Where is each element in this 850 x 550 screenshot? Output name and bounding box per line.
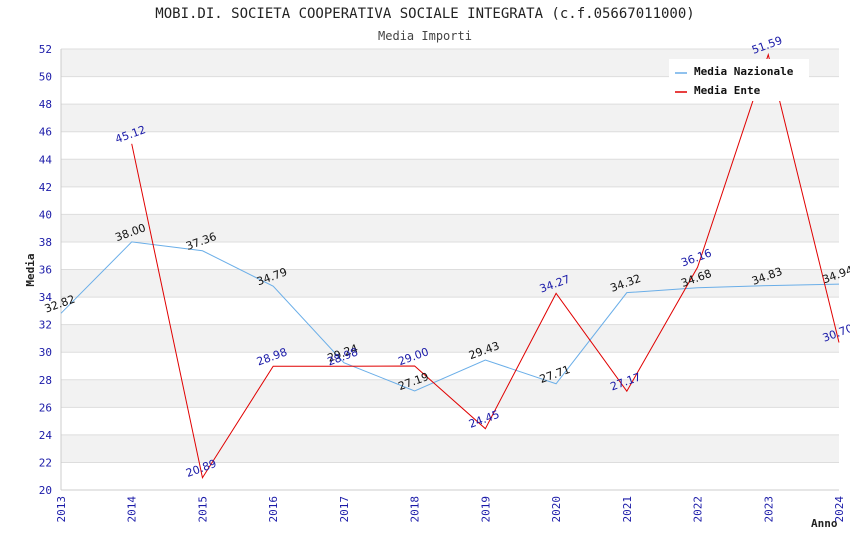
y-tick-label: 26: [39, 401, 52, 414]
chart-subtitle: Media Importi: [378, 29, 472, 43]
legend-box: [669, 59, 809, 101]
y-tick-label: 44: [39, 153, 53, 166]
x-tick-label: 2016: [267, 496, 280, 523]
y-tick-label: 28: [39, 374, 52, 387]
y-tick-label: 34: [39, 291, 53, 304]
y-tick-label: 50: [39, 71, 52, 84]
y-tick-label: 52: [39, 43, 52, 56]
legend-label-media-nazionale: Media Nazionale: [694, 65, 794, 78]
series-line-media-nazionale: [60, 241, 840, 392]
x-tick-label: 2019: [479, 496, 492, 523]
x-tick-label: 2022: [692, 496, 705, 523]
grid-band: [61, 104, 839, 132]
grid-lines: [60, 48, 839, 491]
y-tick-label: 42: [39, 181, 52, 194]
y-tick-label: 20: [39, 484, 52, 497]
grid-band: [61, 269, 839, 298]
grid-band: [61, 434, 839, 463]
x-axis-label: Anno: [811, 517, 838, 530]
x-tick-label: 2023: [762, 496, 775, 523]
y-tick-label: 48: [39, 98, 52, 111]
legend: Media Nazionale Media Ente: [669, 59, 809, 101]
x-tick-label: 2020: [550, 496, 563, 523]
y-tick-label: 46: [39, 126, 52, 139]
y-tick-label: 24: [39, 429, 53, 442]
y-tick-label: 22: [39, 456, 52, 469]
x-tick-label: 2024: [833, 496, 846, 523]
y-tick-label: 30: [39, 346, 52, 359]
chart-title: MOBI.DI. SOCIETA COOPERATIVA SOCIALE INT…: [155, 6, 694, 22]
x-tick-label: 2015: [196, 496, 209, 523]
grid-band: [61, 379, 839, 408]
series-line-media-ente: [131, 52, 840, 480]
y-tick-label: 38: [39, 236, 52, 249]
x-tick-label: 2014: [126, 496, 139, 523]
y-axis-label: Media: [24, 253, 37, 286]
y-tick-label: 36: [39, 264, 52, 277]
series-lines: [60, 52, 840, 480]
x-tick-label: 2013: [55, 496, 68, 523]
y-axis-ticks: 20 22 24 26 28 30 32 34 36 38 40 42 44 46 48 50 52: [39, 43, 53, 497]
y-tick-label: 32: [39, 319, 52, 332]
grid-band: [61, 324, 839, 353]
grid-band: [61, 214, 839, 242]
x-tick-label: 2017: [338, 496, 351, 523]
grid-band: [61, 159, 839, 187]
y-tick-label: 40: [39, 208, 52, 221]
x-axis-ticks: 2013 2014 2015 2016 2017 2018 2019 2020 2021 2022…: [55, 496, 846, 523]
x-tick-label: 2021: [621, 496, 634, 523]
x-tick-label: 2018: [409, 496, 422, 523]
legend-label-media-ente: Media Ente: [694, 84, 761, 97]
